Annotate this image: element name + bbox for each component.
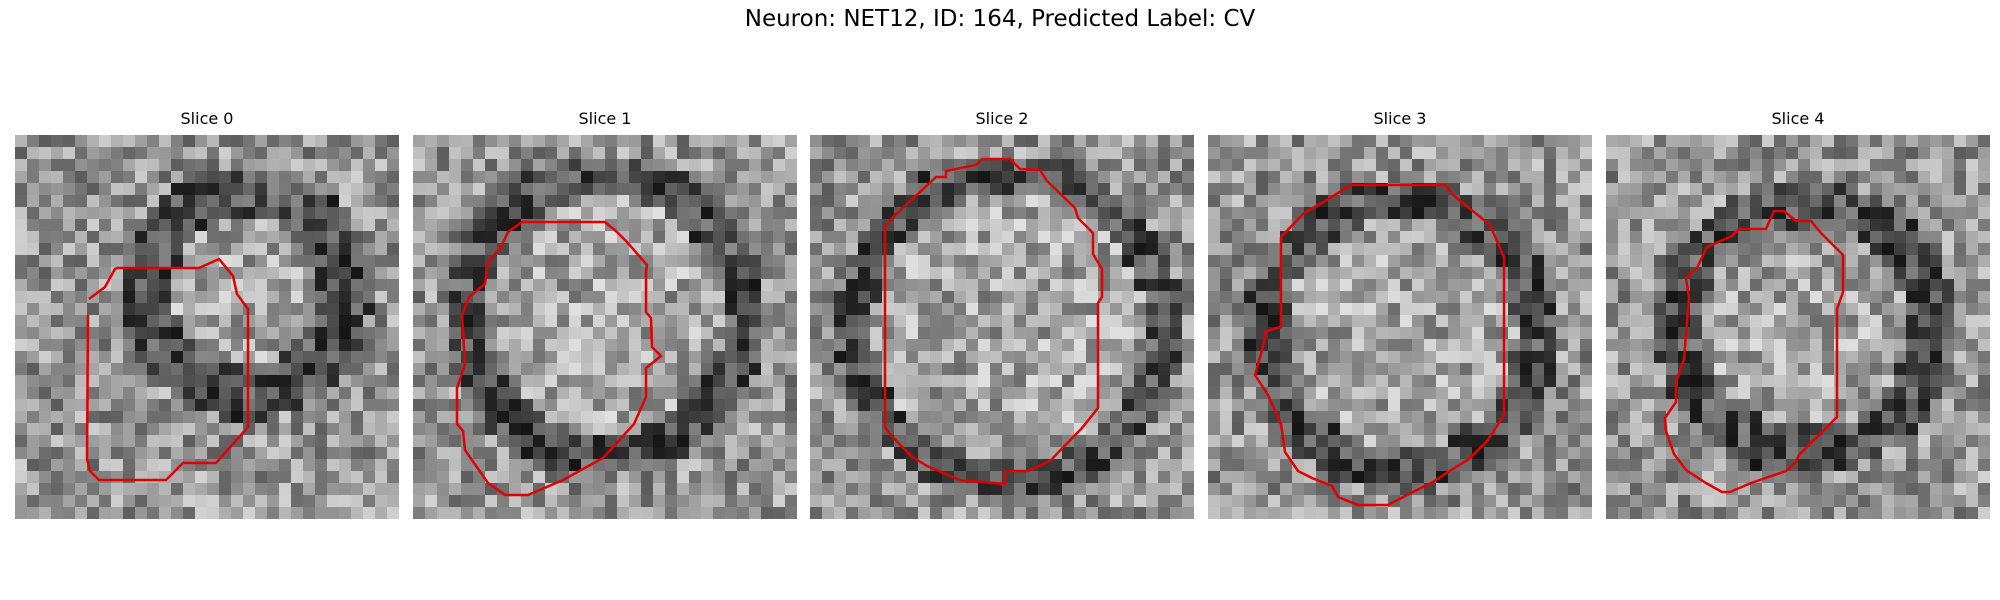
slice-title: Slice 4	[1771, 109, 1825, 128]
slice-image	[1606, 135, 1990, 519]
segmentation-contour	[85, 257, 250, 482]
slice-image	[810, 135, 1194, 519]
grayscale-pixel-grid	[413, 135, 797, 519]
slice-image	[15, 135, 399, 519]
slice-title: Slice 2	[975, 109, 1029, 128]
segmentation-contour	[455, 220, 663, 497]
slice-image	[413, 135, 797, 519]
slice-title: Slice 0	[180, 109, 234, 128]
grayscale-pixel-grid	[15, 135, 399, 519]
segmentation-contour	[1253, 183, 1506, 507]
slice-image	[1208, 135, 1592, 519]
grayscale-pixel-grid	[810, 135, 1194, 519]
slice-title: Slice 1	[578, 109, 632, 128]
segmentation-contour	[1663, 209, 1845, 494]
segmentation-contour	[883, 157, 1104, 486]
grayscale-pixel-grid	[1208, 135, 1592, 519]
figure-title: Neuron: NET12, ID: 164, Predicted Label:…	[744, 6, 1256, 32]
grayscale-pixel-grid	[1606, 135, 1990, 519]
slice-title: Slice 3	[1373, 109, 1427, 128]
